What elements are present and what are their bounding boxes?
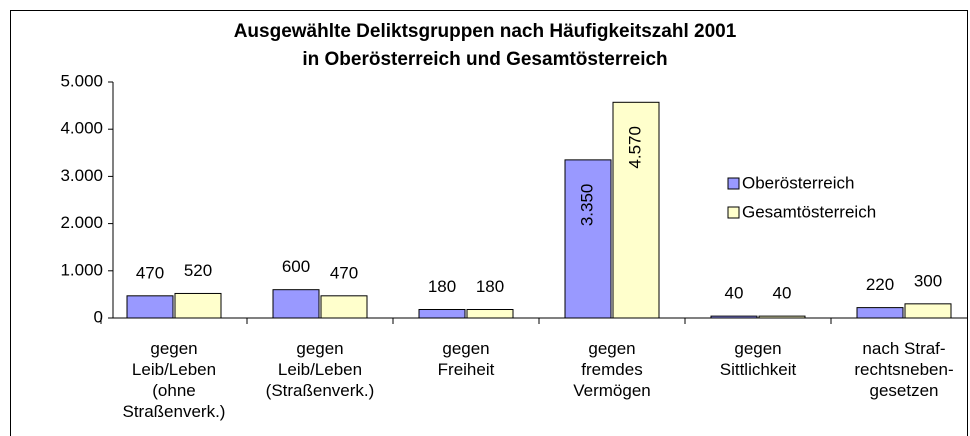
value-label: 180 <box>476 277 504 296</box>
bar <box>466 309 514 319</box>
value-label: 470 <box>136 263 164 282</box>
value-label: 4.570 <box>625 126 644 169</box>
value-label: 220 <box>866 275 894 294</box>
value-label: 470 <box>330 263 358 282</box>
x-tick-label: gegen fremdes Vermögen <box>573 339 651 400</box>
bar <box>856 307 904 319</box>
bar <box>418 309 466 319</box>
x-tick-label: gegen Leib/Leben (ohne Straßenverk.) <box>122 339 226 421</box>
y-tick-label: 1.000 <box>60 260 103 279</box>
legend-swatch <box>727 206 740 219</box>
bar <box>126 295 174 319</box>
y-tick-label: 5.000 <box>60 71 103 90</box>
value-label: 40 <box>773 284 792 303</box>
bar <box>612 101 660 319</box>
bar <box>564 159 612 319</box>
chart-title: Ausgewählte Deliktsgruppen nach Häufigke… <box>233 21 737 70</box>
x-tick-label: nach Straf- rechtsneben- gesetzen <box>854 339 954 400</box>
value-label: 600 <box>282 257 310 276</box>
value-label: 520 <box>184 261 212 280</box>
bar <box>904 303 952 319</box>
value-label: 40 <box>725 284 744 303</box>
bar <box>758 315 806 319</box>
bar <box>272 289 320 319</box>
value-label: 3.350 <box>577 184 596 227</box>
bar <box>320 295 368 319</box>
y-tick-label: 4.000 <box>60 119 103 138</box>
value-label: 300 <box>914 271 942 290</box>
y-tick-label: 3.000 <box>60 166 103 185</box>
y-tick-label: 0 <box>94 307 103 326</box>
y-tick-label: 2.000 <box>60 213 103 232</box>
chart-border <box>10 10 968 436</box>
x-tick-label: gegen Leib/Leben (Straßenverk.) <box>265 339 375 400</box>
legend-label: Gesamtösterreich <box>742 202 876 221</box>
bar <box>174 292 222 319</box>
bar <box>710 315 758 319</box>
legend-swatch <box>727 177 740 190</box>
x-tick-label: gegen Freiheit <box>437 339 495 379</box>
value-label: 180 <box>428 277 456 296</box>
x-tick-label: gegen Sittlichkeit <box>719 339 797 379</box>
legend-label: Oberösterreich <box>742 173 854 192</box>
